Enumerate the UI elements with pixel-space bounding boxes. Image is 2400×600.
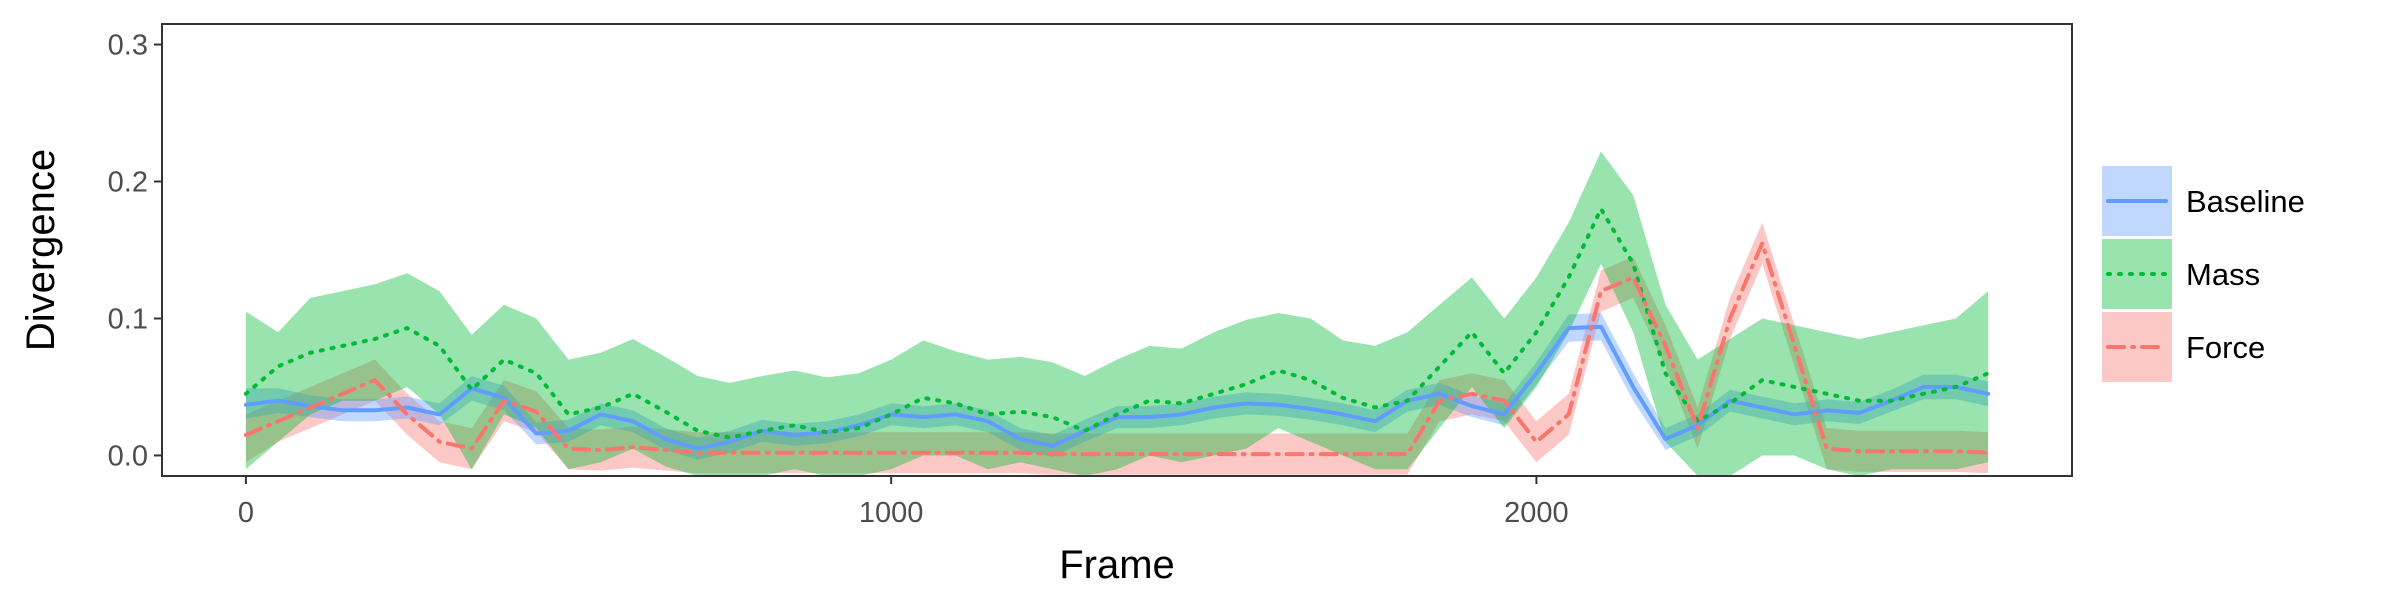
legend-label: Mass [2186, 257, 2260, 292]
x-tick-label: 2000 [1504, 497, 1569, 529]
y-axis-title: Divergence [19, 149, 63, 351]
y-tick-label: 0.0 [108, 440, 148, 472]
x-tick-label: 0 [238, 497, 254, 529]
confidence-bands [245, 151, 1989, 476]
legend-label: Baseline [2186, 184, 2305, 219]
legend-item-mass: Mass [2102, 239, 2260, 309]
legend-item-baseline: Baseline [2102, 166, 2305, 236]
x-axis-title: Frame [1059, 543, 1175, 587]
band-mass [245, 151, 1989, 476]
x-axis: 0 1000 2000 [238, 476, 1569, 529]
plot-panel-border [161, 23, 2073, 477]
y-tick-label: 0.1 [108, 303, 148, 335]
y-tick-label: 0.2 [108, 167, 148, 199]
y-axis: 0.0 0.1 0.2 0.3 [108, 30, 162, 472]
legend-label: Force [2186, 330, 2265, 365]
band-force [245, 222, 1989, 475]
y-tick-label: 0.3 [108, 30, 148, 62]
legend: Baseline Mass Force [2102, 166, 2305, 382]
series-lines [243, 206, 1991, 457]
legend-item-force: Force [2102, 312, 2265, 382]
x-tick-label: 1000 [859, 497, 924, 529]
legend-key-swatch [2102, 239, 2172, 309]
line-force [243, 241, 1991, 457]
line-mass [243, 206, 1991, 440]
